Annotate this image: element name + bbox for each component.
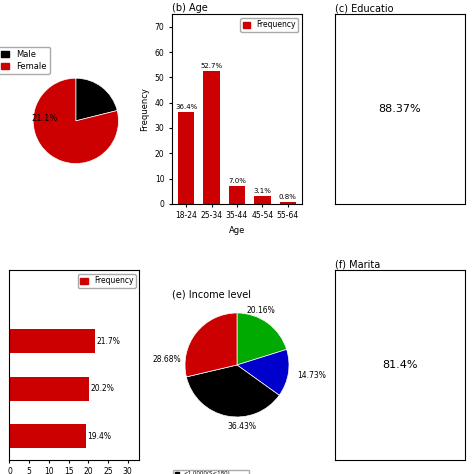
Y-axis label: Frequency: Frequency [140,87,149,131]
Text: 3.1%: 3.1% [254,188,271,194]
Legend: Frequency: Frequency [78,274,136,288]
Text: 52.7%: 52.7% [201,63,223,69]
Bar [9,424,86,448]
Bar [203,71,220,204]
Legend: Frequency: Frequency [240,18,298,32]
Text: 21.7%: 21.7% [97,337,120,346]
Bar [9,377,89,401]
Text: 28.68%: 28.68% [153,356,181,365]
Text: (e) Income level: (e) Income level [172,289,251,299]
Text: 81.4%: 81.4% [382,360,417,370]
Bar [229,186,245,204]
Wedge shape [186,365,279,417]
Text: 14.73%: 14.73% [297,371,326,380]
Text: 88.37%: 88.37% [378,104,421,114]
Bar [280,202,296,204]
Text: 0.8%: 0.8% [279,194,297,200]
Text: 36.4%: 36.4% [175,104,197,110]
Text: (c) Educatio: (c) Educatio [335,3,393,13]
Text: (f) Marita: (f) Marita [335,259,380,269]
Text: 20.2%: 20.2% [91,384,115,393]
Text: 36.43%: 36.43% [228,422,257,431]
Text: 19.4%: 19.4% [88,432,111,440]
Text: 21.1%: 21.1% [31,114,58,122]
Text: (b) Age: (b) Age [172,3,208,13]
Wedge shape [185,313,237,377]
Wedge shape [237,349,289,395]
Wedge shape [33,78,118,164]
Text: 7.0%: 7.0% [228,178,246,184]
Bar [9,329,95,353]
X-axis label: Age: Age [229,226,245,235]
Text: 20.16%: 20.16% [246,306,275,315]
Bar [178,112,194,204]
Legend: Male, Female: Male, Female [0,47,50,74]
Wedge shape [237,313,287,365]
Legend: <1.0000(S<180), 1001-2000 (S181-360), 2001-4000 (&361-723), >4000 (S723): <1.0000(S<180), 1001-2000 (S181-360), 20… [173,470,249,474]
Wedge shape [76,78,117,121]
Bar [254,196,271,204]
